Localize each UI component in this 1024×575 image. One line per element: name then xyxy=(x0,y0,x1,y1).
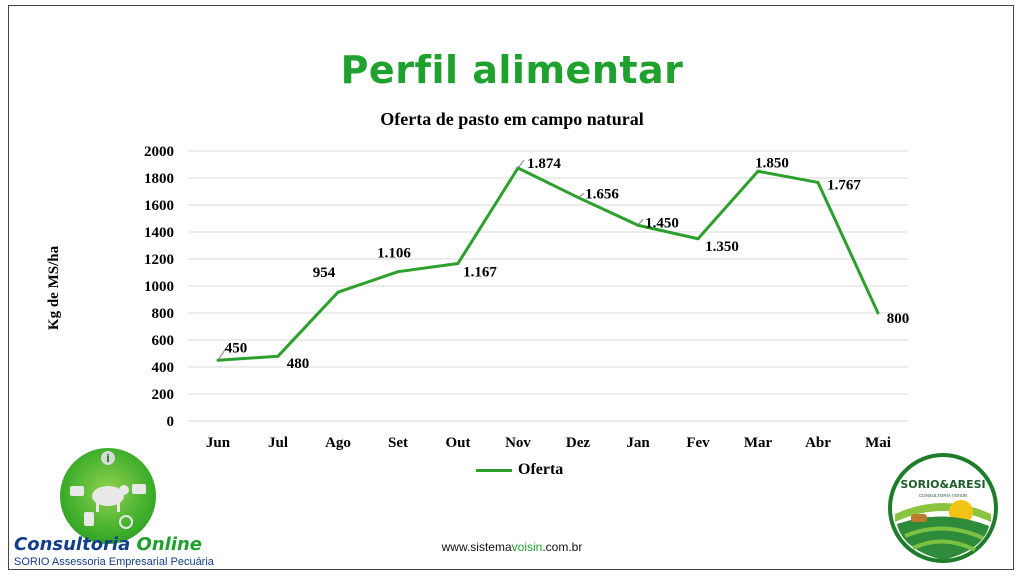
data-point xyxy=(456,261,460,265)
data-point xyxy=(336,290,340,294)
consultoria-online-logo: i Consultoria Online SORIO Assessoria Em… xyxy=(10,448,214,568)
x-tick-label: Jul xyxy=(268,435,288,451)
y-tick-label: 1800 xyxy=(144,171,174,187)
data-label: 1.656 xyxy=(585,186,619,202)
x-tick-label: Out xyxy=(445,435,470,451)
x-tick-label: Mai xyxy=(865,435,891,451)
x-tick-label: Ago xyxy=(325,435,351,451)
logo-right-name: SORIO&ARESI xyxy=(900,478,985,491)
data-point xyxy=(276,354,280,358)
y-tick-label: 600 xyxy=(152,333,175,349)
y-axis-label: Kg de MS/ha xyxy=(46,245,62,331)
legend-line-swatch xyxy=(476,468,512,472)
logo-subtitle: SORIO Assessoria Empresarial Pecuária xyxy=(14,556,214,568)
footer-url-accent: voisin xyxy=(511,540,543,554)
logo-brand-name: Consultoria Online xyxy=(14,534,202,555)
data-label: 1.850 xyxy=(755,155,789,171)
data-label: 450 xyxy=(225,340,248,356)
data-label: 1.767 xyxy=(827,177,861,193)
x-tick-label: Mar xyxy=(744,435,773,451)
chart-title: Oferta de pasto em campo natural xyxy=(380,109,644,129)
cattle-icon: i xyxy=(70,451,146,529)
footer-url-suffix: .com.br xyxy=(542,540,583,554)
footer-url-prefix: www.sistema xyxy=(441,540,512,554)
data-label: 1.167 xyxy=(463,264,497,280)
y-tick-label: 0 xyxy=(167,414,175,430)
x-tick-label: Jun xyxy=(206,435,231,451)
sorio-aresi-logo: SORIO&ARESI CONSULTORIA VOISIN xyxy=(887,452,999,564)
data-label-leader xyxy=(577,193,585,198)
data-label-leader xyxy=(637,218,644,226)
x-tick-label: Nov xyxy=(505,435,531,451)
x-tick-label: Dez xyxy=(566,435,590,451)
data-label: 954 xyxy=(313,265,336,281)
x-tick-label: Abr xyxy=(805,435,831,451)
footer-url[interactable]: www.sistemavoisin.com.br xyxy=(0,540,1024,554)
data-label: 1.350 xyxy=(705,239,739,255)
slide-frame xyxy=(8,5,1014,570)
data-label-leader xyxy=(217,347,227,361)
data-point xyxy=(816,180,820,184)
y-tick-label: 1200 xyxy=(144,252,174,268)
data-label: 800 xyxy=(887,311,910,327)
y-tick-label: 1600 xyxy=(144,198,174,214)
data-point xyxy=(876,311,880,315)
data-label-leader xyxy=(517,159,525,169)
logo-brand-part1: Consultoria xyxy=(14,534,137,555)
logo-right-tagline: CONSULTORIA VOISIN xyxy=(919,493,967,498)
logo-emblem-icon: i xyxy=(60,448,156,544)
farm-landscape-icon: SORIO&ARESI CONSULTORIA VOISIN xyxy=(888,453,998,563)
x-tick-label: Fev xyxy=(686,435,710,451)
data-point xyxy=(756,169,760,173)
y-tick-label: 1400 xyxy=(144,225,174,241)
x-tick-label: Jan xyxy=(626,435,650,451)
data-label: 1.106 xyxy=(377,246,411,262)
legend-label-oferta: Oferta xyxy=(518,461,564,478)
chart-legend: Oferta xyxy=(476,461,563,479)
y-tick-label: 400 xyxy=(152,360,175,376)
data-label: 1.874 xyxy=(527,156,561,172)
data-point xyxy=(696,237,700,241)
y-tick-label: 1000 xyxy=(144,279,174,295)
data-label: 1.450 xyxy=(645,215,679,231)
svg-text:i: i xyxy=(106,452,110,465)
y-tick-label: 200 xyxy=(152,387,175,403)
y-tick-label: 2000 xyxy=(144,144,174,160)
data-point xyxy=(396,270,400,274)
x-tick-label: Set xyxy=(388,435,408,451)
y-tick-label: 800 xyxy=(152,306,175,322)
page-title: Perfil alimentar xyxy=(340,48,684,92)
logo-brand-part2: Online xyxy=(136,534,203,555)
data-label: 480 xyxy=(287,356,310,372)
series-line-oferta xyxy=(217,166,880,362)
